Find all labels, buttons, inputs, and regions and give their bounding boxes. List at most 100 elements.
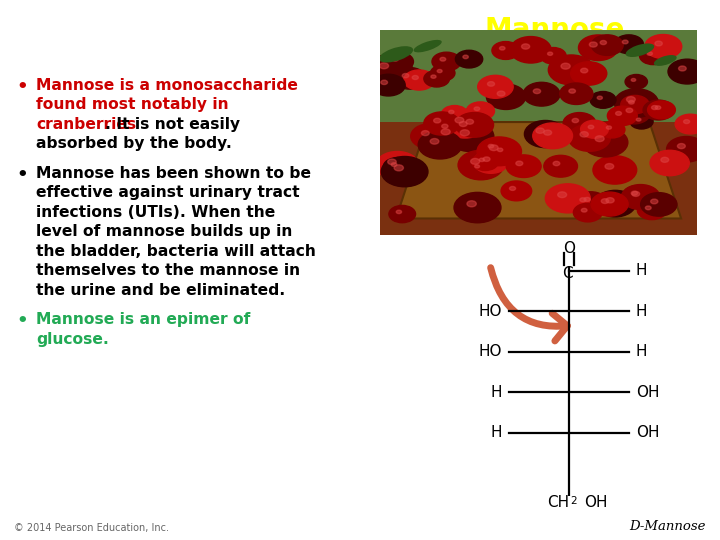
Circle shape [454, 192, 501, 223]
Circle shape [675, 114, 706, 134]
Circle shape [383, 158, 412, 176]
Text: effective against urinary tract: effective against urinary tract [36, 185, 300, 200]
Ellipse shape [626, 43, 654, 57]
Circle shape [547, 52, 553, 56]
Text: the bladder, bacteria will attach: the bladder, bacteria will attach [36, 244, 316, 259]
Circle shape [678, 144, 685, 149]
Ellipse shape [654, 55, 677, 66]
Text: HO: HO [478, 345, 502, 360]
Circle shape [481, 139, 508, 157]
Text: H: H [636, 264, 647, 279]
Text: . It is not easily: . It is not easily [105, 117, 240, 132]
Text: found most notably in: found most notably in [36, 97, 229, 112]
Circle shape [391, 163, 397, 166]
Circle shape [643, 100, 674, 120]
Circle shape [498, 91, 505, 96]
Circle shape [477, 137, 521, 166]
Circle shape [381, 80, 387, 85]
Circle shape [424, 70, 449, 87]
Circle shape [614, 89, 658, 117]
Circle shape [387, 159, 396, 165]
Circle shape [501, 181, 531, 201]
Circle shape [418, 131, 462, 159]
Circle shape [617, 102, 650, 124]
Circle shape [606, 126, 611, 129]
Circle shape [639, 47, 667, 65]
Circle shape [367, 55, 413, 84]
Circle shape [428, 121, 474, 150]
Circle shape [477, 75, 513, 98]
Circle shape [591, 35, 624, 56]
Circle shape [608, 106, 637, 125]
Circle shape [467, 201, 477, 207]
Text: level of mannose builds up in: level of mannose builds up in [36, 225, 292, 239]
Circle shape [480, 158, 485, 161]
Circle shape [474, 107, 480, 111]
Text: infections (UTIs). When the: infections (UTIs). When the [36, 205, 275, 220]
Circle shape [605, 164, 613, 169]
Circle shape [578, 35, 618, 60]
Circle shape [384, 52, 413, 71]
Text: themselves to the mannose in: themselves to the mannose in [36, 264, 300, 279]
Circle shape [498, 148, 503, 152]
Circle shape [421, 131, 429, 136]
Circle shape [625, 75, 647, 89]
Text: •: • [16, 313, 27, 330]
Circle shape [652, 105, 657, 110]
Circle shape [431, 65, 455, 81]
Circle shape [533, 123, 572, 148]
Circle shape [616, 111, 621, 116]
Circle shape [623, 186, 654, 206]
Circle shape [441, 124, 448, 129]
Circle shape [580, 198, 586, 202]
Circle shape [523, 82, 560, 106]
Circle shape [650, 150, 689, 176]
Circle shape [661, 157, 669, 163]
Circle shape [572, 118, 579, 123]
Circle shape [561, 63, 570, 69]
Circle shape [647, 52, 652, 56]
Circle shape [629, 100, 634, 104]
Circle shape [392, 57, 398, 61]
Text: OH: OH [584, 495, 608, 510]
Circle shape [376, 151, 418, 179]
Circle shape [606, 198, 614, 203]
Circle shape [455, 117, 464, 123]
Circle shape [580, 132, 588, 137]
Text: the urine and be eliminated.: the urine and be eliminated. [36, 283, 285, 298]
Text: HO: HO [478, 304, 502, 319]
Circle shape [668, 59, 706, 84]
Circle shape [614, 35, 644, 53]
Circle shape [575, 192, 607, 212]
Circle shape [593, 156, 636, 184]
Circle shape [636, 118, 641, 121]
Circle shape [467, 102, 495, 120]
Circle shape [449, 110, 454, 114]
Circle shape [641, 193, 677, 216]
Circle shape [632, 192, 639, 197]
Text: C: C [562, 266, 572, 281]
Circle shape [536, 128, 544, 133]
Circle shape [558, 192, 567, 198]
Circle shape [490, 145, 498, 151]
Text: 2: 2 [570, 496, 577, 506]
Text: Mannose is a monosaccharide: Mannose is a monosaccharide [36, 78, 298, 93]
Ellipse shape [413, 40, 442, 52]
Circle shape [573, 203, 602, 222]
Circle shape [637, 201, 667, 220]
Text: absorbed by the body.: absorbed by the body. [36, 137, 232, 151]
Circle shape [396, 210, 402, 214]
Circle shape [626, 108, 633, 112]
Circle shape [621, 96, 649, 114]
Text: Mannose: Mannose [485, 16, 625, 44]
Circle shape [455, 50, 482, 68]
Circle shape [626, 97, 635, 102]
Circle shape [544, 130, 552, 135]
Circle shape [447, 122, 494, 152]
Text: Mannose has been shown to be: Mannose has been shown to be [36, 166, 311, 181]
Circle shape [432, 52, 461, 71]
Circle shape [460, 130, 469, 136]
Circle shape [472, 153, 498, 171]
Circle shape [459, 122, 467, 126]
Circle shape [487, 82, 495, 86]
